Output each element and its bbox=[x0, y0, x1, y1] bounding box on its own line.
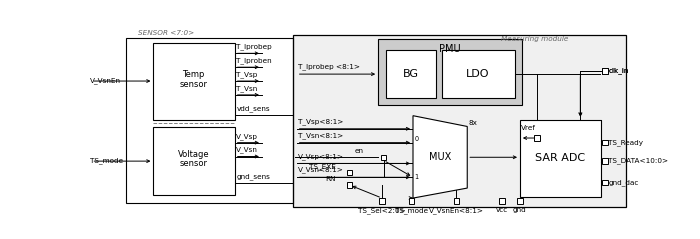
Text: PMU: PMU bbox=[439, 44, 460, 54]
Text: T_Vsp: T_Vsp bbox=[237, 71, 258, 78]
Bar bbox=[386, 50, 436, 98]
Text: T_Vsp<8:1>: T_Vsp<8:1> bbox=[298, 118, 344, 125]
Text: SENSOR <7:0>: SENSOR <7:0> bbox=[138, 30, 194, 36]
Text: RN: RN bbox=[325, 176, 335, 182]
Text: Measuring module: Measuring module bbox=[500, 36, 568, 42]
Bar bbox=[517, 198, 523, 204]
Text: V_VsnEn: V_VsnEn bbox=[90, 78, 121, 84]
Bar bbox=[346, 170, 352, 175]
Bar bbox=[603, 68, 608, 74]
Text: Temp: Temp bbox=[183, 70, 205, 79]
Bar bbox=[442, 50, 515, 98]
Bar bbox=[603, 158, 608, 164]
Bar bbox=[499, 198, 505, 204]
Bar bbox=[379, 198, 385, 204]
Text: MUX: MUX bbox=[429, 152, 452, 162]
Text: T_Vsn: T_Vsn bbox=[237, 85, 258, 92]
Bar bbox=[603, 68, 608, 74]
Text: 8x: 8x bbox=[469, 120, 477, 126]
Bar bbox=[603, 140, 608, 145]
Text: vdd_sens: vdd_sens bbox=[237, 105, 270, 112]
Bar bbox=[153, 43, 235, 120]
Text: 0: 0 bbox=[414, 136, 419, 142]
Text: V_Vsp: V_Vsp bbox=[237, 133, 258, 140]
Text: gnd_sens: gnd_sens bbox=[237, 173, 270, 179]
Text: SAR ADC: SAR ADC bbox=[536, 153, 585, 163]
Text: 1: 1 bbox=[414, 174, 419, 180]
Text: V_VsnEn<8:1>: V_VsnEn<8:1> bbox=[429, 207, 484, 214]
Text: Voltage: Voltage bbox=[178, 150, 209, 159]
Text: gnd: gnd bbox=[513, 207, 527, 213]
Text: gnd_dac: gnd_dac bbox=[608, 179, 638, 186]
Text: V_Vsn<8:1>: V_Vsn<8:1> bbox=[298, 167, 344, 174]
Bar bbox=[409, 198, 414, 204]
Text: TS_EXE: TS_EXE bbox=[309, 163, 335, 170]
Text: TS_mode: TS_mode bbox=[395, 207, 428, 214]
Text: clk_in: clk_in bbox=[608, 68, 629, 74]
Text: TS_DATA<10:0>: TS_DATA<10:0> bbox=[608, 158, 668, 164]
Bar bbox=[381, 155, 386, 160]
Text: sensor: sensor bbox=[180, 159, 208, 168]
Text: T_Iproben: T_Iproben bbox=[237, 57, 272, 64]
Text: TS_Sel<2:0>: TS_Sel<2:0> bbox=[358, 207, 406, 214]
Bar bbox=[293, 35, 626, 207]
Bar bbox=[126, 38, 293, 203]
Bar bbox=[534, 135, 540, 141]
Text: Vref: Vref bbox=[521, 125, 536, 131]
Text: TS_mode: TS_mode bbox=[90, 158, 123, 164]
Bar bbox=[520, 120, 601, 196]
Text: vcc: vcc bbox=[496, 207, 508, 213]
Bar bbox=[454, 198, 459, 204]
Text: BG: BG bbox=[402, 69, 419, 79]
Bar bbox=[378, 39, 522, 105]
Text: V_Vsn: V_Vsn bbox=[237, 147, 258, 153]
Text: V_Vsp<8:1>: V_Vsp<8:1> bbox=[298, 153, 344, 160]
Text: TS_Ready: TS_Ready bbox=[608, 139, 643, 146]
Bar bbox=[153, 127, 235, 195]
Bar bbox=[346, 182, 352, 188]
Text: sensor: sensor bbox=[180, 80, 208, 89]
Text: LDO: LDO bbox=[466, 69, 490, 79]
Text: T_Iprobep: T_Iprobep bbox=[237, 43, 272, 50]
Bar bbox=[603, 180, 608, 185]
Text: en: en bbox=[354, 148, 363, 154]
Text: clk_in: clk_in bbox=[608, 68, 629, 74]
Text: T_Vsn<8:1>: T_Vsn<8:1> bbox=[298, 132, 344, 139]
Polygon shape bbox=[413, 116, 468, 198]
Text: T_Iprobep <8:1>: T_Iprobep <8:1> bbox=[298, 64, 360, 70]
